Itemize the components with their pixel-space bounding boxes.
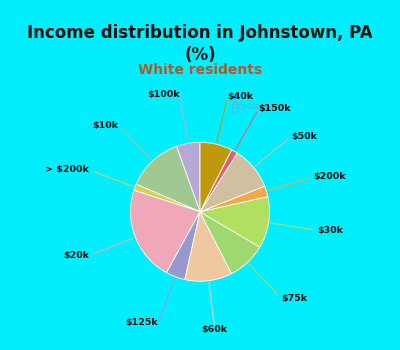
Text: $125k: $125k <box>125 318 158 327</box>
Wedge shape <box>200 150 237 212</box>
Text: City-Data.com: City-Data.com <box>232 103 286 112</box>
Wedge shape <box>185 212 232 281</box>
Text: $60k: $60k <box>202 325 228 334</box>
Text: $100k: $100k <box>147 90 180 99</box>
Wedge shape <box>130 190 200 273</box>
Text: $75k: $75k <box>281 294 307 303</box>
Wedge shape <box>200 142 232 212</box>
Text: > $200k: > $200k <box>45 165 89 174</box>
Text: ⦾: ⦾ <box>232 102 238 112</box>
Wedge shape <box>176 142 200 212</box>
Text: $50k: $50k <box>291 132 317 141</box>
Text: Income distribution in Johnstown, PA
(%): Income distribution in Johnstown, PA (%) <box>27 23 373 64</box>
Wedge shape <box>134 184 200 212</box>
Text: $40k: $40k <box>228 92 254 101</box>
Wedge shape <box>200 197 270 247</box>
Text: White residents: White residents <box>138 63 262 77</box>
Text: $10k: $10k <box>93 121 119 130</box>
Wedge shape <box>136 146 200 212</box>
Wedge shape <box>200 186 268 212</box>
Text: $200k: $200k <box>313 173 346 181</box>
Wedge shape <box>200 212 260 274</box>
Wedge shape <box>200 153 265 212</box>
Wedge shape <box>166 212 200 280</box>
Text: $150k: $150k <box>259 104 291 113</box>
Text: $30k: $30k <box>317 226 343 235</box>
Text: $20k: $20k <box>64 251 90 260</box>
